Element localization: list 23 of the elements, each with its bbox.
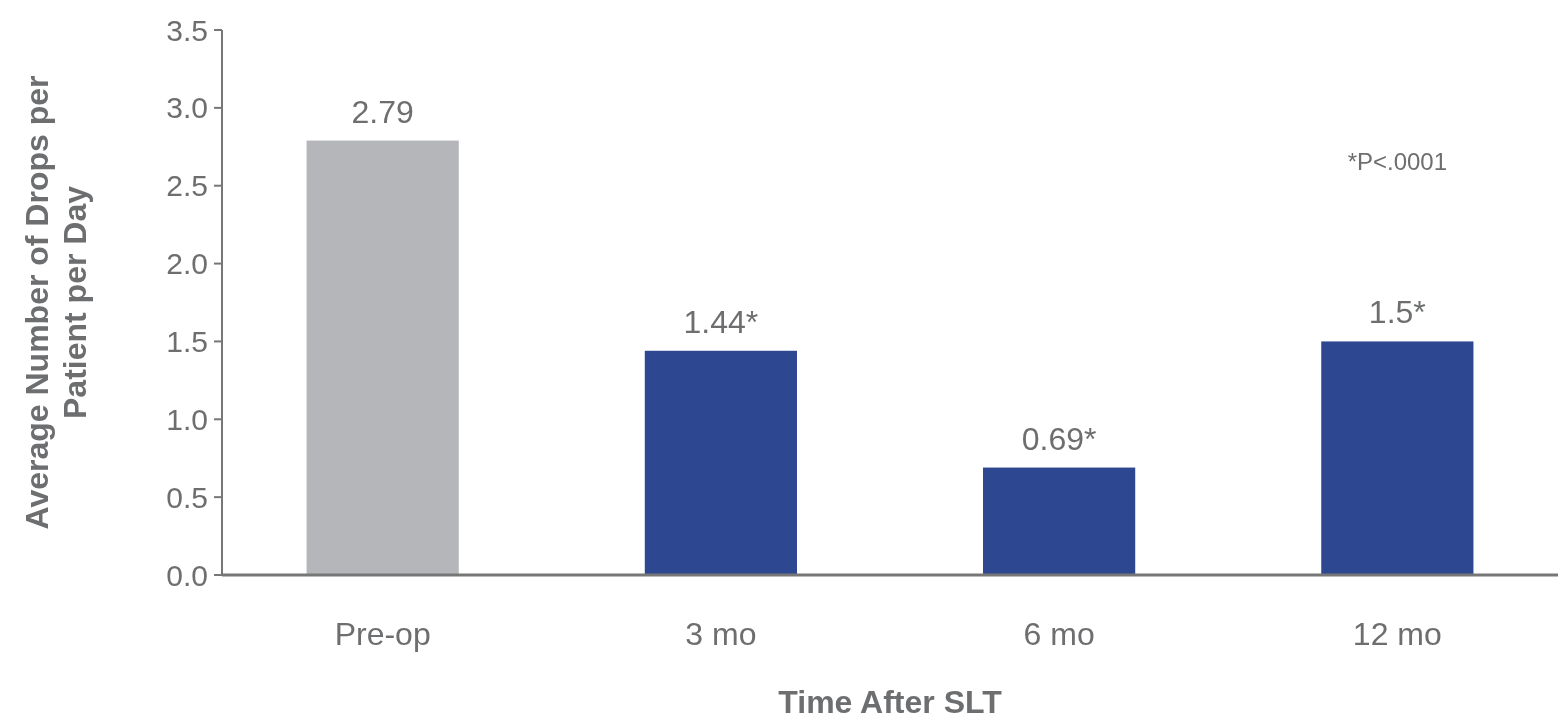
x-tick-label: 6 mo [1023, 616, 1095, 652]
y-tick-label: 0.0 [166, 558, 208, 592]
y-axis-title: Average Number of Drops per Patient per Day [19, 75, 93, 530]
data-label: 1.5* [1368, 294, 1426, 331]
bar [644, 350, 797, 575]
y-tick-label: 3.0 [166, 91, 208, 125]
y-tick-label: 3.5 [166, 13, 208, 47]
x-tick-label: Pre-op [334, 616, 431, 652]
bar [306, 140, 459, 575]
y-tick-label: 2.0 [166, 247, 208, 281]
data-label: 1.44* [683, 303, 759, 340]
bar [1321, 341, 1474, 575]
y-tick-label: 2.5 [166, 169, 208, 203]
y-tick-label: 1.5 [166, 324, 208, 358]
annotation: *P<.0001 [1347, 148, 1448, 176]
x-tick-label: 12 mo [1352, 616, 1442, 652]
bar [983, 467, 1136, 575]
y-tick-label: 1.0 [166, 402, 208, 436]
data-label: 0.69* [1021, 420, 1097, 457]
x-tick-label: 3 mo [685, 616, 757, 652]
data-label: 2.79 [351, 93, 414, 130]
x-axis-title: Time After SLT [778, 684, 1003, 720]
y-tick-label: 0.5 [166, 480, 208, 514]
